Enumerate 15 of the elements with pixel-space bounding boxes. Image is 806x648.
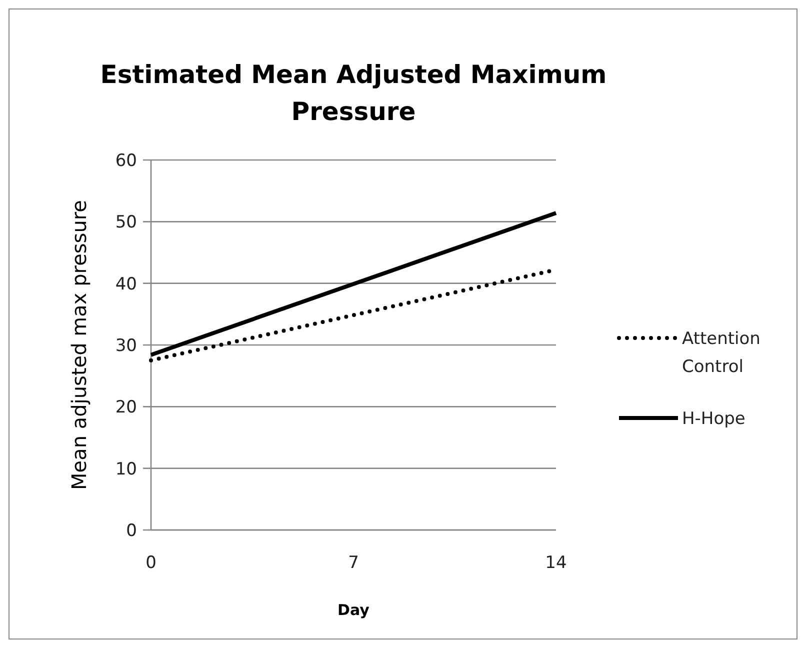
- y-tick-label: 20: [115, 398, 137, 418]
- x-axis-title: Day: [338, 601, 370, 619]
- y-tick-label: 40: [115, 274, 137, 294]
- chart-title: Estimated Mean Adjusted Maximum Pressure: [100, 60, 607, 126]
- y-tick-label: 30: [115, 336, 137, 356]
- x-tick-label: 14: [545, 553, 567, 573]
- y-axis-title: Mean adjusted max pressure: [67, 200, 91, 490]
- x-tick-label: 7: [348, 553, 359, 573]
- y-tick-label: 10: [115, 459, 137, 480]
- legend-label: H-Hope: [682, 409, 746, 429]
- y-tick-label: 60: [115, 151, 137, 171]
- y-tick-label: 0: [126, 521, 137, 541]
- y-tick-label: 50: [115, 212, 137, 233]
- legend-label: Attention Control: [682, 329, 760, 377]
- x-tick-label: 0: [146, 553, 156, 573]
